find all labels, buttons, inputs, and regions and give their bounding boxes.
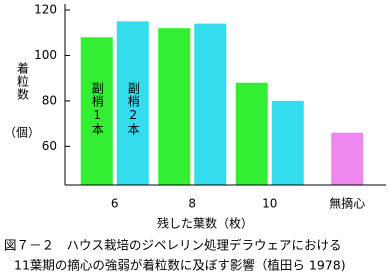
caption-line: 図７－２ ハウス栽培のジベレリン処理デラウェアにおける [4, 238, 342, 253]
x-tick-label: 10 [262, 197, 277, 211]
x-tick-label: 8 [188, 197, 196, 211]
series-label: 副梢2本 [126, 82, 140, 136]
x-tick-label: 6 [111, 197, 119, 211]
y-tick-label: 120 [34, 3, 57, 17]
bar [80, 37, 113, 185]
caption-line: 11葉期の摘心の強弱が着粒数に及ぼす影響（植田ら 1978) [14, 258, 346, 273]
x-axis-label: 残した葉数（枚） [157, 216, 253, 231]
y-axis-unit: （個） [4, 126, 40, 140]
bar [194, 23, 227, 185]
bar [235, 82, 268, 185]
y-tick-label: 80 [42, 93, 57, 107]
bar [271, 100, 304, 185]
y-axis-label: 着粒数 [16, 61, 30, 101]
series-label: 副梢1本 [90, 82, 104, 136]
y-tick-label: 100 [34, 48, 57, 62]
bar [116, 21, 149, 186]
y-tick-label: 60 [42, 139, 57, 153]
bar [331, 132, 364, 185]
x-tick-label: 無摘心 [329, 196, 365, 211]
bar [158, 28, 191, 185]
